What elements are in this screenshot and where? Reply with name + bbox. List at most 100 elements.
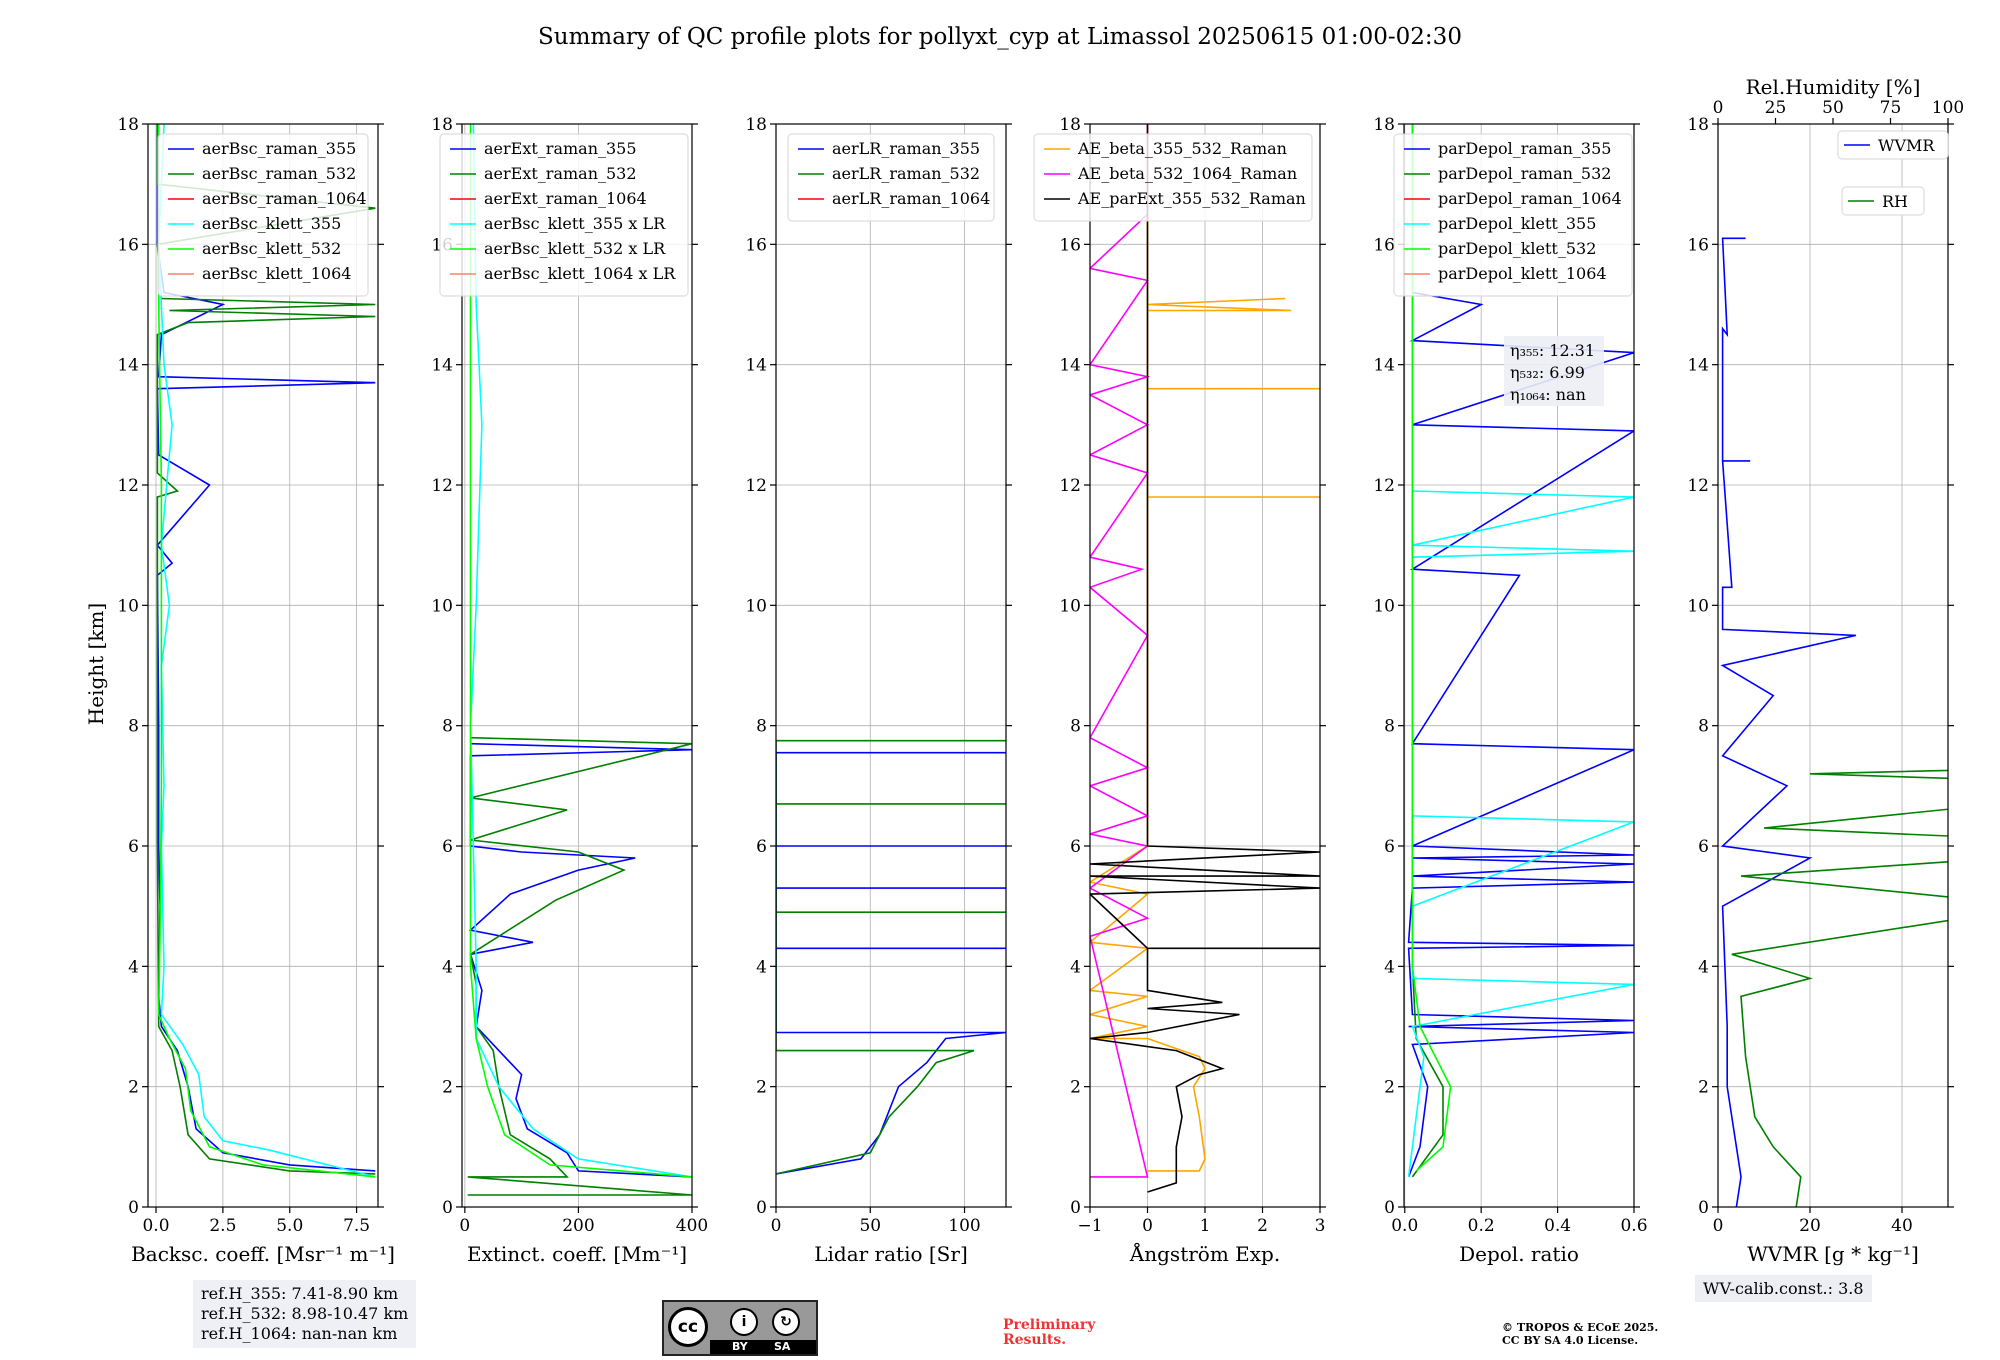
series-WVMR bbox=[1720, 237, 1857, 1207]
x-tick-label: 100 bbox=[948, 1216, 980, 1236]
series-AE_parExt_355_532_Raman bbox=[1090, 124, 1320, 1193]
legend-entry: aerExt_raman_532 bbox=[484, 164, 637, 183]
legend-entry: aerBsc_raman_532 bbox=[202, 164, 356, 183]
attribution-icon: i bbox=[730, 1308, 758, 1336]
x-axis-label: Backsc. coeff. [Msr⁻¹ m⁻¹] bbox=[131, 1242, 395, 1266]
legend-box bbox=[787, 133, 995, 222]
cc-license-badge[interactable]: cc i ↻ BY SA bbox=[662, 1300, 818, 1356]
y-tick-label: 0 bbox=[756, 1198, 767, 1218]
legend-box bbox=[1841, 186, 1925, 216]
x-tick-label: 0.4 bbox=[1544, 1216, 1571, 1236]
legend-entry: aerBsc_raman_355 bbox=[202, 139, 356, 158]
x-tick-label: 0 bbox=[771, 1216, 782, 1236]
y-tick-label: 8 bbox=[1384, 717, 1395, 737]
legend-entry: aerBsc_klett_532 bbox=[202, 239, 341, 258]
annotation-text: η₁₀₆₄: nan bbox=[1510, 385, 1586, 404]
legend-entry: aerBsc_klett_355 bbox=[202, 214, 341, 233]
y-tick-label: 18 bbox=[1059, 115, 1081, 135]
series-parDepol_klett_532 bbox=[1411, 124, 1452, 1172]
legend-entry: aerLR_raman_1064 bbox=[832, 189, 990, 208]
panel-lr: 0 2 4 6 8 10 12 14 16 18 0 50 100 Lidar ratio [Sr] aer… bbox=[745, 115, 1012, 1266]
legend-box bbox=[439, 133, 689, 297]
y-tick-label: 16 bbox=[117, 235, 139, 255]
series-aerBsc_klett_355 bbox=[157, 124, 376, 1178]
cc-icon: cc bbox=[668, 1307, 708, 1347]
top-x-tick-label: 0 bbox=[1713, 98, 1724, 118]
x-tick-label: 0.0 bbox=[142, 1216, 169, 1236]
y-tick-label: 4 bbox=[1698, 957, 1709, 977]
x-tick-label: 200 bbox=[562, 1216, 594, 1236]
series-group bbox=[467, 124, 692, 1196]
copyright-line-2: CC BY SA 4.0 License. bbox=[1502, 1334, 1639, 1347]
y-tick-label: 2 bbox=[756, 1078, 767, 1098]
x-tick-label: 400 bbox=[676, 1216, 708, 1236]
copyright-line-1: © TROPOS & ECoE 2025. bbox=[1502, 1321, 1659, 1334]
y-tick-label: 0 bbox=[1070, 1198, 1081, 1218]
axes-frame bbox=[775, 123, 1007, 1208]
ref-height-532: ref.H_532: 8.98-10.47 km bbox=[201, 1304, 409, 1323]
y-tick-label: 4 bbox=[128, 957, 139, 977]
y-tick-label: 14 bbox=[117, 356, 139, 376]
x-tick-label: 0 bbox=[459, 1216, 470, 1236]
y-tick-label: 6 bbox=[756, 837, 767, 857]
legend-entry: aerLR_raman_355 bbox=[832, 139, 980, 158]
y-tick-label: 14 bbox=[1687, 356, 1709, 376]
annotation-text: η₅₃₂: 6.99 bbox=[1510, 363, 1585, 382]
ref-height-355: ref.H_355: 7.41-8.90 km bbox=[201, 1284, 399, 1303]
y-tick-label: 2 bbox=[442, 1078, 453, 1098]
series-parDepol_raman_355 bbox=[1407, 124, 1634, 1178]
x-axis-label: WVMR [g * kg⁻¹] bbox=[1747, 1242, 1919, 1266]
y-tick-label: 14 bbox=[431, 356, 453, 376]
series-aerExt_raman_355 bbox=[468, 742, 692, 1178]
legend-entry: AE_beta_355_532_Raman bbox=[1077, 139, 1287, 158]
legend-entry: aerBsc_klett_1064 bbox=[202, 264, 351, 283]
x-tick-label: 0 bbox=[1142, 1216, 1153, 1236]
x-tick-label: 0.0 bbox=[1391, 1216, 1418, 1236]
wv-calibration-box: WV-calib.const.: 3.8 bbox=[1695, 1275, 1872, 1302]
legend-entry: aerBsc_klett_1064 x LR bbox=[484, 264, 676, 283]
x-axis-label: Extinct. coeff. [Mm⁻¹] bbox=[467, 1242, 687, 1266]
y-tick-label: 8 bbox=[128, 717, 139, 737]
panel-ext: 0246810121416180200400Extinct. coeff. [M… bbox=[431, 115, 708, 1266]
x-tick-label: 20 bbox=[1799, 1216, 1821, 1236]
y-tick-label: 6 bbox=[442, 837, 453, 857]
legend-entry: RH bbox=[1882, 192, 1908, 211]
series-RH bbox=[1731, 769, 1948, 1207]
y-tick-label: 8 bbox=[756, 717, 767, 737]
y-tick-label: 10 bbox=[1059, 596, 1081, 616]
y-tick-label: 4 bbox=[1384, 957, 1395, 977]
legend-box bbox=[1033, 133, 1313, 222]
y-tick-label: 4 bbox=[442, 957, 453, 977]
series-aerBsc_klett_532 x LR bbox=[469, 124, 692, 1178]
y-tick-label: 18 bbox=[117, 115, 139, 135]
legend-entry: aerBsc_raman_1064 bbox=[202, 189, 367, 208]
license-bar: BY SA bbox=[710, 1340, 816, 1354]
y-tick-label: 10 bbox=[1687, 596, 1709, 616]
x-tick-label: 0.2 bbox=[1468, 1216, 1495, 1236]
y-tick-label: 12 bbox=[117, 476, 139, 496]
by-label: BY bbox=[732, 1340, 748, 1353]
preliminary-results-note: Preliminary Results. bbox=[1003, 1318, 1095, 1348]
x-tick-label: 50 bbox=[859, 1216, 881, 1236]
axes-frame bbox=[1717, 123, 1949, 1208]
y-tick-label: 6 bbox=[1384, 837, 1395, 857]
legend-box bbox=[157, 133, 369, 297]
legend-entry: parDepol_raman_355 bbox=[1438, 139, 1611, 158]
x-tick-label: 0 bbox=[1713, 1216, 1724, 1236]
x-tick-label: 0.6 bbox=[1620, 1216, 1647, 1236]
top-x-tick-label: 100 bbox=[1932, 98, 1964, 118]
x-tick-label: 40 bbox=[1891, 1216, 1913, 1236]
axes-frame bbox=[1403, 123, 1635, 1208]
y-tick-label: 2 bbox=[1384, 1078, 1395, 1098]
figure-title: Summary of QC profile plots for pollyxt_… bbox=[538, 24, 1462, 50]
legend-entry: aerBsc_klett_355 x LR bbox=[484, 214, 666, 233]
y-tick-label: 10 bbox=[745, 596, 767, 616]
y-tick-label: 2 bbox=[1070, 1078, 1081, 1098]
x-tick-label: 7.5 bbox=[343, 1216, 370, 1236]
y-tick-label: 18 bbox=[745, 115, 767, 135]
y-tick-label: 10 bbox=[117, 596, 139, 616]
axes-frame bbox=[147, 123, 379, 1208]
legend-entry: aerBsc_klett_532 x LR bbox=[484, 239, 666, 258]
y-tick-label: 16 bbox=[1059, 235, 1081, 255]
series-AE_beta_532_1064_Raman bbox=[1090, 124, 1151, 1178]
